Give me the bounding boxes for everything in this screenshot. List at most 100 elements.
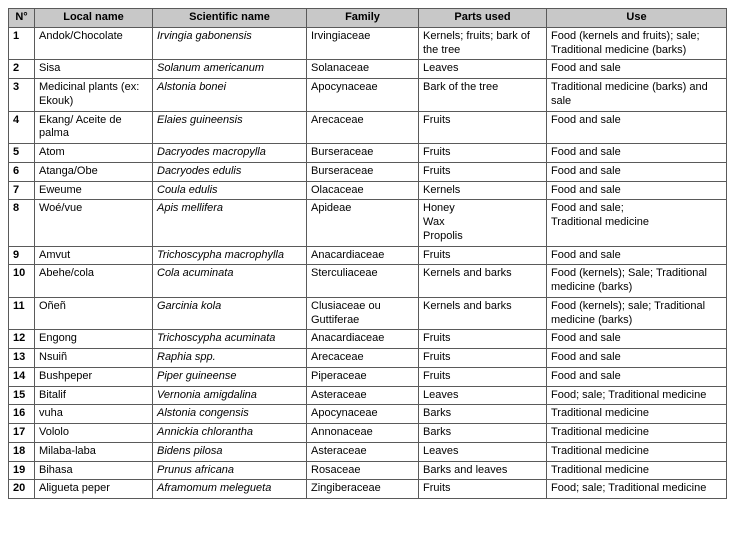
cell-num: 15	[9, 386, 35, 405]
cell-sci: Trichoscypha macrophylla	[153, 246, 307, 265]
cell-parts: Barks and leaves	[419, 461, 547, 480]
cell-local: Eweume	[35, 181, 153, 200]
cell-fam: Olacaceae	[307, 181, 419, 200]
cell-local: Woé/vue	[35, 200, 153, 246]
cell-sci: Prunus africana	[153, 461, 307, 480]
cell-num: 14	[9, 367, 35, 386]
cell-fam: Rosaceae	[307, 461, 419, 480]
cell-num: 3	[9, 79, 35, 112]
cell-use: Traditional medicine	[547, 424, 727, 443]
cell-parts: Fruits	[419, 480, 547, 499]
cell-sci: Piper guineense	[153, 367, 307, 386]
cell-local: Oñeñ	[35, 297, 153, 330]
cell-sci: Irvingia gabonensis	[153, 27, 307, 60]
table-row: 2SisaSolanum americanumSolanaceaeLeavesF…	[9, 60, 727, 79]
cell-fam: Anacardiaceae	[307, 330, 419, 349]
table-row: 19BihasaPrunus africanaRosaceaeBarks and…	[9, 461, 727, 480]
cell-sci: Bidens pilosa	[153, 442, 307, 461]
cell-use: Food and sale	[547, 367, 727, 386]
col-header-num: N°	[9, 9, 35, 28]
cell-local: Engong	[35, 330, 153, 349]
cell-use: Food and sale	[547, 111, 727, 144]
table-body: 1Andok/ChocolateIrvingia gabonensisIrvin…	[9, 27, 727, 498]
cell-num: 17	[9, 424, 35, 443]
cell-sci: Raphia spp.	[153, 349, 307, 368]
cell-local: Medicinal plants (ex: Ekouk)	[35, 79, 153, 112]
cell-local: Bitalif	[35, 386, 153, 405]
table-row: 17VololoAnnickia chloranthaAnnonaceaeBar…	[9, 424, 727, 443]
cell-fam: Sterculiaceae	[307, 265, 419, 298]
table-row: 12EngongTrichoscypha acuminataAnacardiac…	[9, 330, 727, 349]
cell-local: Aligueta peper	[35, 480, 153, 499]
cell-parts: Fruits	[419, 144, 547, 163]
cell-sci: Garcinia kola	[153, 297, 307, 330]
cell-local: Vololo	[35, 424, 153, 443]
cell-local: Bihasa	[35, 461, 153, 480]
cell-fam: Anacardiaceae	[307, 246, 419, 265]
cell-num: 18	[9, 442, 35, 461]
cell-fam: Burseraceae	[307, 162, 419, 181]
cell-fam: Annonaceae	[307, 424, 419, 443]
cell-fam: Irvingiaceae	[307, 27, 419, 60]
cell-sci: Dacryodes edulis	[153, 162, 307, 181]
table-row: 5AtomDacryodes macropyllaBurseraceaeFrui…	[9, 144, 727, 163]
table-row: 14BushpeperPiper guineensePiperaceaeFrui…	[9, 367, 727, 386]
table-row: 1Andok/ChocolateIrvingia gabonensisIrvin…	[9, 27, 727, 60]
cell-use: Traditional medicine	[547, 405, 727, 424]
cell-local: Bushpeper	[35, 367, 153, 386]
cell-use: Food; sale; Traditional medicine	[547, 480, 727, 499]
table-row: 15BitalifVernonia amigdalinaAsteraceaeLe…	[9, 386, 727, 405]
cell-parts: Kernels and barks	[419, 297, 547, 330]
cell-parts: Leaves	[419, 442, 547, 461]
cell-fam: Zingiberaceae	[307, 480, 419, 499]
col-header-fam: Family	[307, 9, 419, 28]
cell-parts: Kernels; fruits; bark of the tree	[419, 27, 547, 60]
cell-use: Traditional medicine	[547, 442, 727, 461]
cell-local: Ekang/ Aceite de palma	[35, 111, 153, 144]
cell-sci: Aframomum melegueta	[153, 480, 307, 499]
cell-local: Sisa	[35, 60, 153, 79]
cell-local: Abehe/cola	[35, 265, 153, 298]
table-row: 7EweumeCoula edulisOlacaceaeKernelsFood …	[9, 181, 727, 200]
table-row: 9AmvutTrichoscypha macrophyllaAnacardiac…	[9, 246, 727, 265]
cell-parts: Leaves	[419, 386, 547, 405]
cell-local: Amvut	[35, 246, 153, 265]
cell-num: 20	[9, 480, 35, 499]
cell-num: 13	[9, 349, 35, 368]
cell-sci: Apis mellifera	[153, 200, 307, 246]
cell-num: 1	[9, 27, 35, 60]
cell-num: 11	[9, 297, 35, 330]
cell-num: 4	[9, 111, 35, 144]
cell-sci: Trichoscypha acuminata	[153, 330, 307, 349]
cell-sci: Alstonia bonei	[153, 79, 307, 112]
cell-local: Andok/Chocolate	[35, 27, 153, 60]
cell-sci: Elaies guineensis	[153, 111, 307, 144]
cell-sci: Solanum americanum	[153, 60, 307, 79]
cell-use: Food and sale	[547, 181, 727, 200]
cell-use: Traditional medicine	[547, 461, 727, 480]
cell-num: 8	[9, 200, 35, 246]
species-table: N° Local name Scientific name Family Par…	[8, 8, 727, 499]
cell-fam: Apocynaceae	[307, 79, 419, 112]
cell-parts: Fruits	[419, 349, 547, 368]
table-row: 16vuhaAlstonia congensisApocynaceaeBarks…	[9, 405, 727, 424]
cell-fam: Arecaceae	[307, 111, 419, 144]
cell-parts: Fruits	[419, 330, 547, 349]
cell-use: Food and sale	[547, 330, 727, 349]
cell-parts: Leaves	[419, 60, 547, 79]
table-row: 8Woé/vueApis melliferaApideaeHoney Wax P…	[9, 200, 727, 246]
cell-local: Atanga/Obe	[35, 162, 153, 181]
cell-use: Food and sale	[547, 246, 727, 265]
cell-parts: Barks	[419, 405, 547, 424]
cell-fam: Burseraceae	[307, 144, 419, 163]
cell-use: Food and sale	[547, 60, 727, 79]
cell-fam: Apideae	[307, 200, 419, 246]
cell-num: 19	[9, 461, 35, 480]
cell-fam: Arecaceae	[307, 349, 419, 368]
cell-fam: Asteraceae	[307, 386, 419, 405]
table-row: 11OñeñGarcinia kolaClusiaceae ou Guttife…	[9, 297, 727, 330]
table-row: 18Milaba-labaBidens pilosaAsteraceaeLeav…	[9, 442, 727, 461]
cell-parts: Kernels and barks	[419, 265, 547, 298]
table-row: 4Ekang/ Aceite de palmaElaies guineensis…	[9, 111, 727, 144]
cell-fam: Solanaceae	[307, 60, 419, 79]
